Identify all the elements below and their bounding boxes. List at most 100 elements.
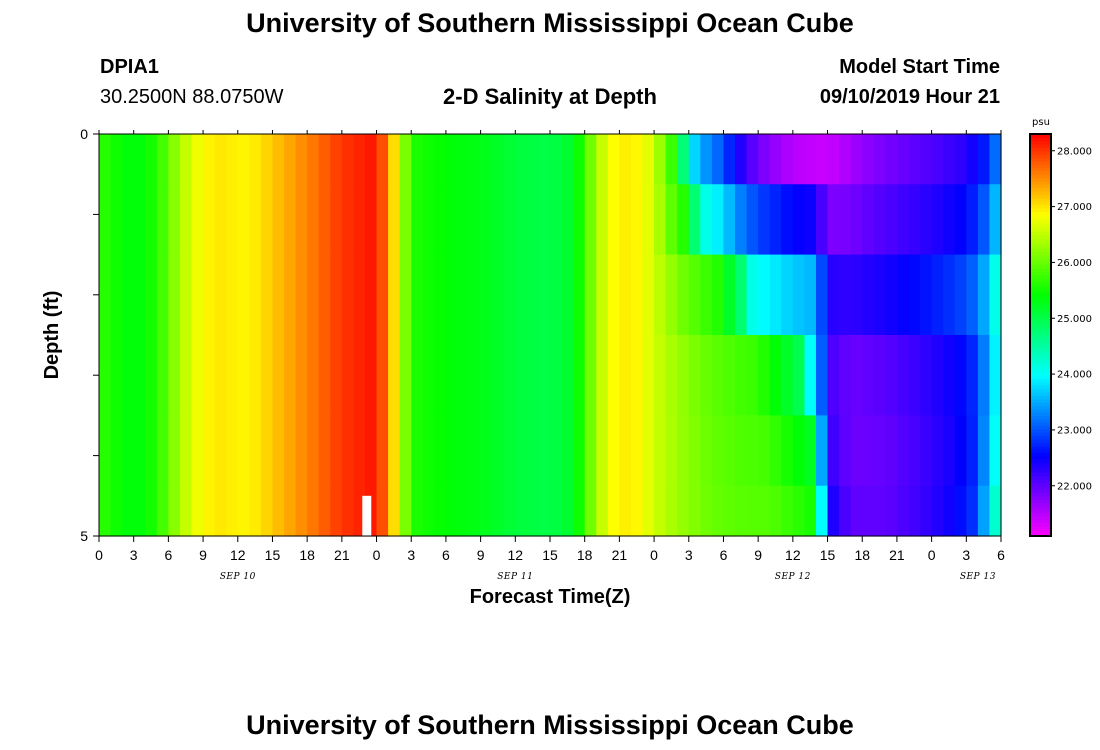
heatmap-cell bbox=[896, 184, 910, 256]
heatmap-cell bbox=[122, 335, 135, 416]
colorbar-swatch bbox=[1030, 512, 1051, 517]
heatmap-cell bbox=[191, 134, 204, 185]
heatmap-cell bbox=[503, 335, 516, 416]
heatmap-cell bbox=[873, 184, 886, 256]
colorbar-swatch bbox=[1030, 304, 1051, 309]
heatmap-cell bbox=[318, 184, 331, 256]
x-day-label: SEP 10 bbox=[220, 572, 256, 582]
colorbar-swatch bbox=[1030, 157, 1051, 162]
heatmap-cell bbox=[515, 335, 528, 416]
x-day-label: SEP 13 bbox=[960, 572, 996, 582]
heatmap-cell bbox=[260, 134, 274, 185]
heatmap-cell bbox=[920, 184, 933, 256]
colorbar-tick-label: 26.000 bbox=[1057, 258, 1092, 269]
heatmap-cell bbox=[550, 485, 563, 537]
plot-title: 2-D Salinity at Depth bbox=[443, 84, 657, 109]
heatmap-cell bbox=[746, 254, 759, 336]
heatmap-cell bbox=[203, 335, 216, 416]
heatmap-cell bbox=[179, 134, 193, 185]
heatmap-cell bbox=[526, 335, 540, 416]
heatmap-cell bbox=[156, 134, 169, 185]
heatmap-cell bbox=[642, 134, 655, 185]
heatmap-cell bbox=[977, 335, 991, 416]
heatmap-cell bbox=[908, 134, 921, 185]
colorbar-swatch bbox=[1030, 214, 1051, 219]
heatmap-cell bbox=[260, 335, 274, 416]
colorbar-swatch bbox=[1030, 435, 1051, 440]
heatmap-cell bbox=[503, 415, 516, 487]
colorbar-tick-label: 24.000 bbox=[1057, 370, 1092, 381]
heatmap-cell bbox=[781, 134, 794, 185]
heatmap-cell bbox=[133, 485, 146, 537]
heatmap-cell bbox=[376, 254, 389, 336]
heatmap-cell bbox=[307, 184, 320, 256]
heatmap-cell bbox=[538, 134, 551, 185]
heatmap-cell bbox=[665, 415, 678, 487]
heatmap-cell bbox=[411, 254, 424, 336]
heatmap-cell bbox=[619, 254, 632, 336]
heatmap-cell bbox=[804, 134, 817, 185]
heatmap-cell bbox=[307, 254, 320, 336]
heatmap-cell bbox=[99, 134, 112, 185]
heatmap-cell bbox=[110, 254, 123, 336]
heatmap-cell bbox=[931, 184, 944, 256]
x-tick-label: 12 bbox=[508, 547, 524, 563]
heatmap-cell bbox=[341, 184, 355, 256]
heatmap-cell bbox=[688, 134, 701, 185]
heatmap-cell bbox=[457, 184, 470, 256]
heatmap-cell bbox=[503, 485, 516, 537]
x-tick-label: 21 bbox=[889, 547, 905, 563]
heatmap-cell bbox=[885, 134, 898, 185]
heatmap-cell bbox=[630, 415, 644, 487]
heatmap-cell bbox=[237, 335, 250, 416]
heatmap-cell bbox=[295, 254, 308, 336]
heatmap-cell bbox=[237, 254, 250, 336]
x-tick-label: 12 bbox=[785, 547, 801, 563]
heatmap-cell bbox=[191, 415, 204, 487]
heatmap-cell bbox=[654, 254, 667, 336]
heatmap-cell bbox=[954, 415, 967, 487]
colorbar-swatch bbox=[1030, 288, 1051, 293]
heatmap-cell bbox=[954, 335, 967, 416]
chart-title-top: University of Southern Mississippi Ocean… bbox=[246, 8, 854, 38]
heatmap-cell bbox=[573, 184, 586, 256]
x-axis: 0 3 6 9 12 15 18 21 0 3 6 9 12 15 18 21 0 3 6 9 12 15 18 21 0 3 6S… bbox=[95, 130, 1005, 582]
heatmap-cell bbox=[260, 485, 274, 537]
heatmap-cell bbox=[330, 415, 343, 487]
colorbar-swatch bbox=[1030, 348, 1051, 353]
heatmap-cell bbox=[839, 415, 852, 487]
heatmap-cell bbox=[538, 415, 551, 487]
heatmap-cell bbox=[769, 134, 782, 185]
heatmap-cell bbox=[538, 254, 551, 336]
heatmap-cell bbox=[295, 335, 308, 416]
heatmap-cell bbox=[827, 485, 840, 537]
heatmap-cell bbox=[284, 485, 297, 537]
heatmap-cell bbox=[723, 254, 736, 336]
heatmap-cell bbox=[711, 485, 725, 537]
colorbar-swatch bbox=[1030, 231, 1051, 236]
heatmap-cell bbox=[364, 134, 378, 185]
y-axis-title: Depth (ft) bbox=[41, 291, 63, 380]
heatmap-cell bbox=[445, 335, 459, 416]
heatmap-cell bbox=[966, 254, 979, 336]
heatmap-cell bbox=[341, 134, 355, 185]
heatmap-cell bbox=[688, 485, 701, 537]
colorbar-swatch bbox=[1030, 502, 1051, 507]
heatmap-cell bbox=[492, 184, 505, 256]
heatmap-cell bbox=[943, 335, 956, 416]
heatmap-cell bbox=[145, 335, 158, 416]
heatmap-cell bbox=[584, 485, 597, 537]
heatmap-cell bbox=[885, 184, 898, 256]
heatmap-cell bbox=[758, 254, 771, 336]
heatmap-cell bbox=[422, 485, 435, 537]
heatmap-cell bbox=[503, 184, 516, 256]
heatmap-cell bbox=[827, 254, 840, 336]
heatmap-cell bbox=[422, 184, 435, 256]
heatmap-cell bbox=[573, 335, 586, 416]
heatmap-cell bbox=[977, 415, 991, 487]
heatmap-cell bbox=[249, 254, 262, 336]
heatmap-cell bbox=[469, 335, 482, 416]
heatmap-cell bbox=[469, 184, 482, 256]
heatmap-cell bbox=[630, 254, 644, 336]
